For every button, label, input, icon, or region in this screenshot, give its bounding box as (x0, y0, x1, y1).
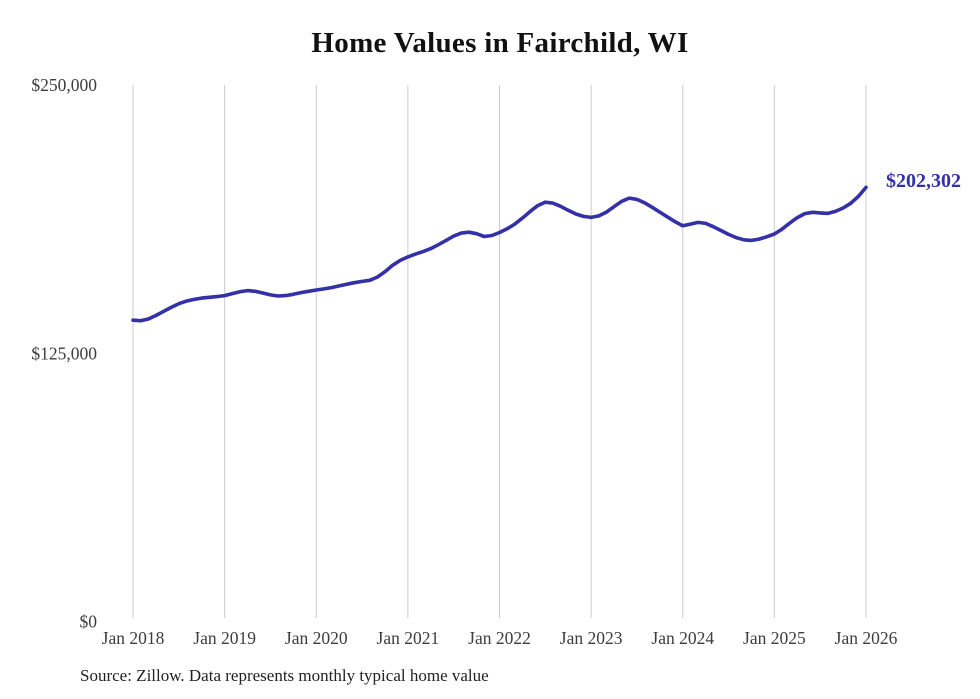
x-tick-label: Jan 2026 (835, 628, 898, 648)
x-tick-label: Jan 2020 (285, 628, 348, 648)
latest-value-label: $202,302 (886, 170, 961, 192)
home-value-line (131, 185, 868, 323)
source-note: Source: Zillow. Data represents monthly … (80, 666, 489, 685)
x-tick-label: Jan 2022 (468, 628, 531, 648)
chart-title: Home Values in Fairchild, WI (311, 27, 689, 59)
x-tick-label: Jan 2024 (651, 628, 714, 648)
y-tick-label: $0 (80, 612, 98, 632)
x-tick-label: Jan 2023 (560, 628, 623, 648)
x-tick-label: Jan 2025 (743, 628, 806, 648)
y-tick-label: $125,000 (31, 343, 97, 363)
x-tick-label: Jan 2021 (377, 628, 440, 648)
x-tick-label: Jan 2019 (193, 628, 256, 648)
x-tick-label: Jan 2018 (102, 628, 165, 648)
y-tick-label: $250,000 (31, 75, 97, 95)
